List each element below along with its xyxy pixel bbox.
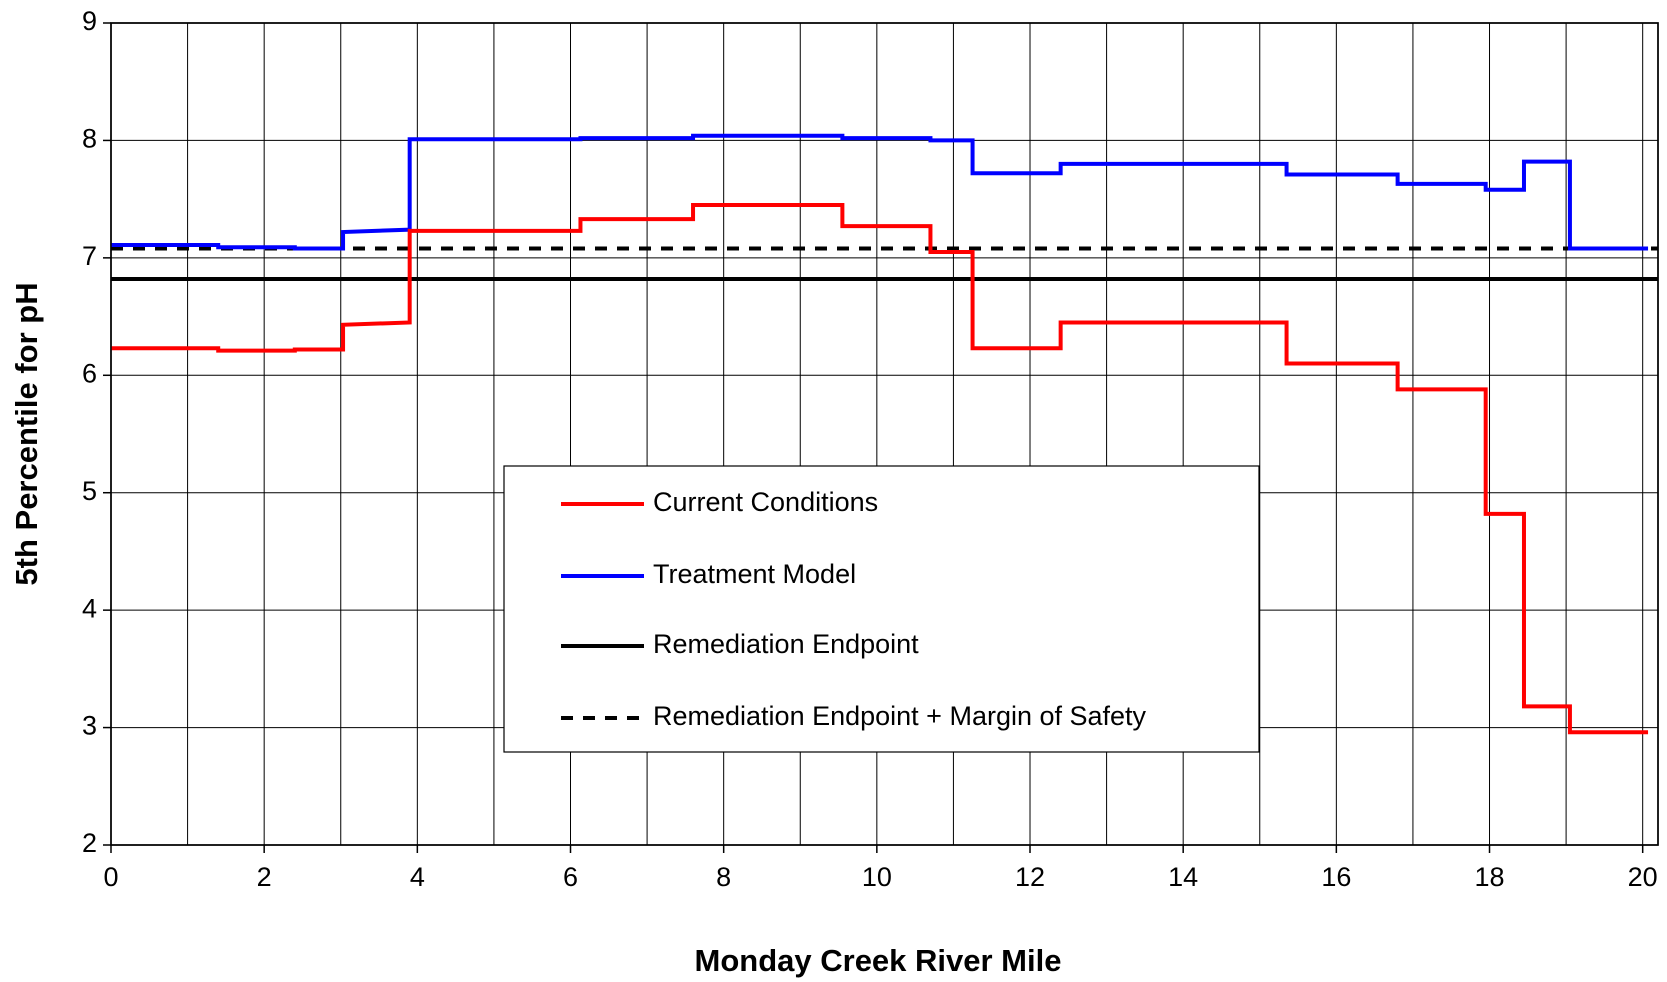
x-tick-label: 12 <box>1015 862 1045 892</box>
x-tick-label: 4 <box>410 862 425 892</box>
x-tick-label: 8 <box>716 862 731 892</box>
x-tick-label: 6 <box>563 862 578 892</box>
series-line <box>111 133 1649 251</box>
plot-frame <box>110 22 1659 846</box>
y-axis-label: 5th Percentile for pH <box>9 282 44 585</box>
y-tick-label: 5 <box>82 476 97 506</box>
y-tick-label: 9 <box>82 6 97 36</box>
y-tick-label: 4 <box>82 593 97 623</box>
legend-label: Remediation Endpoint <box>653 629 919 659</box>
x-tick-label: 18 <box>1474 862 1504 892</box>
y-tick-label: 6 <box>82 358 97 388</box>
x-axis-label: Monday Creek River Mile <box>695 943 1062 978</box>
legend-label: Current Conditions <box>653 487 878 517</box>
y-tick-label: 3 <box>82 711 97 741</box>
x-tick-label: 10 <box>862 862 892 892</box>
x-tick-label: 20 <box>1628 862 1658 892</box>
series-line <box>111 203 1649 735</box>
legend <box>503 465 1260 753</box>
legend-label: Remediation Endpoint + Margin of Safety <box>653 701 1147 731</box>
y-tick-label: 8 <box>82 124 97 154</box>
y-tick-label: 2 <box>82 828 97 858</box>
y-tick-label: 7 <box>82 241 97 271</box>
x-tick-label: 0 <box>103 862 118 892</box>
x-tick-label: 16 <box>1321 862 1351 892</box>
x-tick-label: 14 <box>1168 862 1198 892</box>
x-tick-label: 2 <box>257 862 272 892</box>
legend-label: Treatment Model <box>653 559 856 589</box>
